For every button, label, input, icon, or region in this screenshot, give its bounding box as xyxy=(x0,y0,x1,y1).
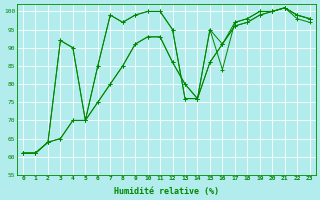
X-axis label: Humidité relative (%): Humidité relative (%) xyxy=(114,187,219,196)
